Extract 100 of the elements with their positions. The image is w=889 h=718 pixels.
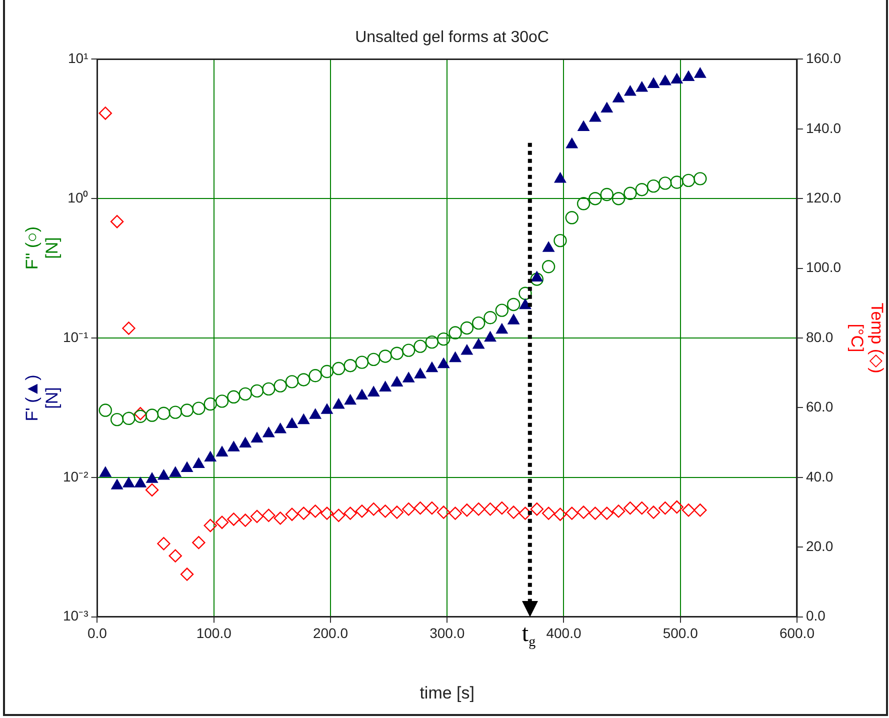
point [321,404,333,414]
point [390,346,404,360]
x-tick-label: 200.0 [312,625,348,642]
point [157,406,170,420]
x-tick-label: 300.0 [430,625,465,642]
point [391,376,403,387]
point [158,470,170,480]
point [110,412,124,426]
point [216,446,228,456]
text: Temp (◇) [°C] [846,302,886,374]
x-tick-label: 400.0 [546,625,582,642]
point [240,437,252,448]
y2-tick-label: 60.0 [806,398,834,415]
y2-tick-label: 40.0 [806,468,834,484]
point [262,427,274,438]
point [414,340,427,353]
point [368,386,380,396]
point [506,298,520,312]
point [554,234,567,248]
point [168,406,182,419]
x-tick-label: 0.0 [88,625,108,642]
point [298,414,310,424]
point [531,271,543,282]
point [297,373,310,386]
point [612,192,626,206]
y-tick-label: 10⁻² [63,468,89,484]
point [379,381,392,392]
y2-tick-label: 120.0 [806,189,842,206]
point [344,358,357,372]
point [671,73,683,84]
point [542,260,556,274]
y2-tick-label: 80.0 [806,328,834,345]
point [658,176,672,190]
point [122,477,135,488]
point [484,311,497,324]
y2-tick-label: 140.0 [806,120,842,136]
point [344,394,356,405]
chart-title: Unsalted gel forms at 30oC [355,29,549,46]
point [554,172,566,183]
text: F'' (○) [N] [22,226,62,270]
x-axis-title: time [s] [420,683,474,702]
point [694,172,707,186]
point [472,338,484,349]
x-tick-label: 500.0 [662,625,698,642]
point [134,477,146,488]
point [215,394,229,408]
point [508,314,520,324]
point [426,362,438,372]
point [145,408,159,422]
point [402,344,416,357]
point [496,323,508,334]
point [414,368,426,378]
point [449,352,462,362]
point [519,298,532,310]
point [518,286,532,300]
point [659,75,671,86]
point [576,197,590,210]
point [238,387,252,401]
point [286,418,298,428]
point [228,441,240,452]
point [111,479,123,490]
point [624,186,637,200]
point [601,102,613,113]
point [670,176,684,189]
point [320,364,334,378]
point [332,398,344,409]
point [578,120,590,132]
point [588,192,602,206]
y-tick-label: 10⁻³ [63,608,89,624]
point [180,404,194,417]
point [448,326,462,340]
point [484,331,496,342]
point [495,304,509,317]
point [285,375,299,388]
point [367,352,380,366]
point [250,384,264,398]
point [274,379,287,392]
point [308,369,322,382]
point [146,472,158,483]
point [646,179,660,193]
y2-tick-label: 20.0 [806,538,834,554]
point [98,404,112,417]
point [251,432,263,442]
point [438,358,450,368]
point [472,316,486,330]
point [635,183,648,196]
point [204,451,216,462]
point [134,410,147,423]
y-tick-label: 10¹ [68,50,89,66]
point [612,92,624,102]
point [566,138,578,148]
point [682,70,694,82]
y-tick-label: 10⁻¹ [63,328,89,345]
point [600,188,614,202]
y2-tick-label: 0.0 [806,608,826,624]
point [170,466,182,477]
point [192,402,206,415]
point [542,242,554,252]
point [262,382,276,396]
point [461,344,473,355]
